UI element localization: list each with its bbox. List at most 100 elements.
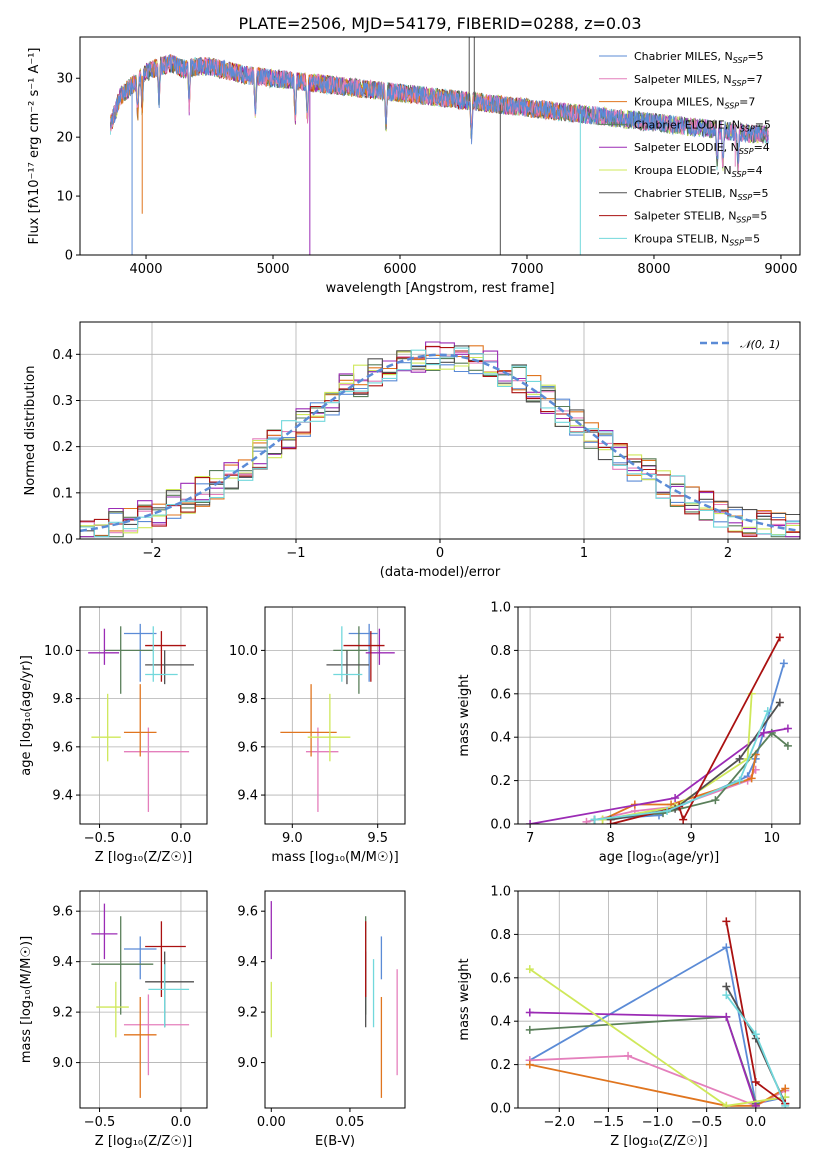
plus-marker bbox=[751, 1101, 760, 1108]
mass-weight-vs-Z-axes: −2.0 −1.5 −1.0 −0.5 0.0 0.0 0.2 0.4 0.6 0.8 1.0 Z [… bbox=[457, 885, 801, 1149]
y-tick-label: 0.3 bbox=[52, 394, 73, 409]
plus-marker bbox=[722, 982, 731, 991]
x-axis-label: Z [log₁₀(Z/Z☉)] bbox=[95, 1134, 192, 1149]
normal-curve bbox=[80, 353, 800, 533]
histogram-step bbox=[80, 347, 800, 538]
age-vs-Z-axes: −0.5 0.0 9.4 9.6 9.8 10.0 Z [log₁₀(Z/Z☉)] age [… bbox=[19, 606, 208, 865]
y-tick-label: 9.8 bbox=[52, 692, 73, 707]
y-tick-label: 1.0 bbox=[490, 601, 511, 616]
y-axis-label: mass [log₁₀(M/M☉)] bbox=[19, 936, 34, 1063]
legend-entry: Chabrier ELODIE, NSSP=5 bbox=[634, 118, 771, 133]
legend-label: Kroupa ELODIE, N bbox=[634, 164, 732, 177]
plus-marker bbox=[735, 754, 744, 763]
legend-entry: Salpeter MILES, NSSP=7 bbox=[634, 73, 763, 88]
plus-marker bbox=[663, 806, 672, 815]
mass-weight-line bbox=[594, 710, 769, 821]
x-axis-label: Z [log₁₀(Z/Z☉)] bbox=[95, 850, 192, 865]
y-tick-label: 9.6 bbox=[237, 905, 258, 920]
spectrum-line bbox=[110, 53, 769, 164]
x-tick-label: −1.5 bbox=[593, 1115, 625, 1130]
x-tick-label: −1.0 bbox=[642, 1115, 674, 1130]
y-tick-label: 0.4 bbox=[490, 731, 511, 746]
plus-marker bbox=[775, 698, 784, 707]
x-tick-label: 8000 bbox=[637, 262, 670, 277]
legend-value: =5 bbox=[752, 187, 768, 200]
x-tick-label: 7000 bbox=[510, 262, 543, 277]
y-tick-label: 0.6 bbox=[490, 687, 511, 702]
error-bar-point bbox=[123, 684, 157, 757]
residuals-plot-area bbox=[80, 322, 800, 539]
x-tick-label: 10 bbox=[764, 831, 781, 846]
mass-weight-line bbox=[529, 727, 789, 824]
plus-marker bbox=[751, 1030, 760, 1039]
histogram-step bbox=[80, 341, 800, 538]
y-tick-label: 0.2 bbox=[490, 774, 511, 789]
legend-subscript: SSP bbox=[724, 102, 739, 111]
legend-subscript: SSP bbox=[732, 79, 747, 88]
plus-marker bbox=[783, 741, 792, 750]
x-axis-label: wavelength [Angstrom, rest frame] bbox=[326, 281, 555, 296]
error-bar-point bbox=[280, 684, 337, 757]
legend-value: =7 bbox=[739, 96, 755, 109]
legend-entry: Salpeter ELODIE, NSSP=4 bbox=[634, 141, 770, 156]
y-tick-label: 10 bbox=[56, 190, 73, 205]
age-vs-mass-plot-area bbox=[265, 607, 405, 824]
plus-marker bbox=[722, 943, 731, 952]
age-vs-mass-frame bbox=[264, 606, 406, 825]
x-tick-label: 9 bbox=[687, 831, 695, 846]
plus-marker bbox=[679, 815, 688, 824]
legend-subscript: SSP bbox=[739, 147, 754, 156]
legend-subscript: SSP bbox=[738, 193, 753, 202]
y-tick-label: 0.2 bbox=[52, 440, 73, 455]
mass-vs-Z-axes: −0.5 0.0 9.0 9.2 9.4 9.6 Z [log₁₀(Z/Z☉)] mass [… bbox=[19, 890, 208, 1149]
legend-entry: 𝒩(0, 1) bbox=[740, 338, 780, 351]
mass-weight-line bbox=[602, 693, 753, 821]
y-tick-label: 9.4 bbox=[52, 789, 73, 804]
x-tick-label: 9000 bbox=[764, 262, 797, 277]
mass-weight-line bbox=[529, 1063, 786, 1107]
error-bar-point bbox=[91, 693, 121, 762]
error-bar-point bbox=[96, 981, 129, 1038]
plus-marker bbox=[606, 820, 615, 824]
legend-entry: Kroupa MILES, NSSP=7 bbox=[634, 96, 755, 111]
plus-marker bbox=[722, 1012, 731, 1021]
legend-value: =5 bbox=[747, 50, 763, 63]
error-bar-point bbox=[333, 626, 363, 682]
plus-marker bbox=[751, 1077, 760, 1086]
spectrum-axes: 4000 5000 6000 7000 8000 9000 0 10 20 30 wavelengt… bbox=[27, 36, 801, 296]
x-tick-label: 0.0 bbox=[171, 831, 192, 846]
plus-marker bbox=[624, 1051, 633, 1060]
x-tick-label: −1 bbox=[286, 546, 305, 561]
plus-marker bbox=[775, 633, 784, 642]
mass-weight-vs-age-frame bbox=[517, 606, 801, 825]
y-tick-label: 0.0 bbox=[490, 1102, 511, 1117]
age-vs-Z-plot-area bbox=[80, 607, 207, 824]
spectrum-plot-area bbox=[110, 37, 769, 255]
x-tick-label: 4000 bbox=[129, 262, 162, 277]
x-axis-label: E(B-V) bbox=[315, 1134, 355, 1149]
y-tick-label: 0.6 bbox=[490, 971, 511, 986]
plus-marker bbox=[781, 1084, 790, 1093]
error-bar-point bbox=[104, 626, 154, 694]
legend-label: Salpeter MILES, N bbox=[634, 73, 732, 86]
y-tick-label: 9.4 bbox=[237, 955, 258, 970]
y-tick-label: 9.0 bbox=[237, 1056, 258, 1071]
x-tick-label: −0.5 bbox=[84, 831, 116, 846]
mass-weight-line bbox=[529, 945, 786, 1105]
error-bar-point bbox=[148, 964, 190, 1028]
x-tick-label: −0.5 bbox=[84, 1115, 116, 1130]
y-tick-label: 30 bbox=[56, 72, 73, 87]
legend-subscript: SSP bbox=[736, 216, 751, 225]
legend-label: Salpeter ELODIE, N bbox=[634, 141, 739, 154]
x-tick-label: −2.0 bbox=[543, 1115, 575, 1130]
mass-weight-vs-age-plot-area bbox=[518, 607, 800, 824]
y-tick-label: 0.0 bbox=[52, 533, 73, 548]
plus-marker bbox=[779, 659, 788, 668]
error-bar-point bbox=[123, 623, 157, 682]
legend-label: Kroupa MILES, N bbox=[634, 96, 724, 109]
mass-weight-vs-Z-frame bbox=[517, 890, 801, 1109]
y-tick-label: 0 bbox=[65, 249, 73, 264]
residuals-frame bbox=[79, 321, 801, 540]
